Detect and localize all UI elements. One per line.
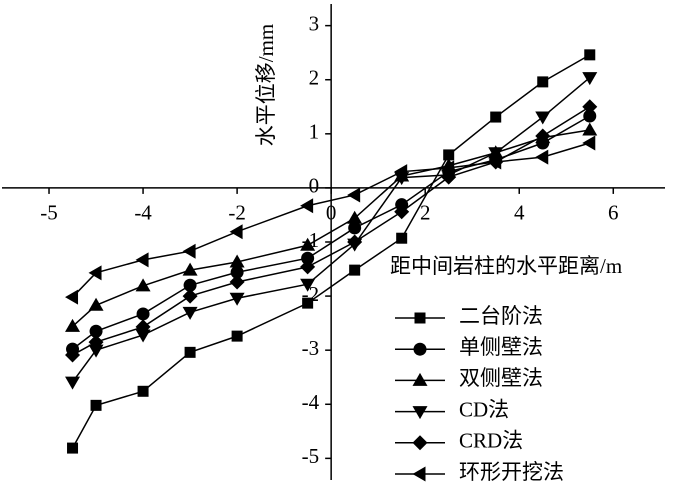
marker: [347, 187, 361, 203]
marker: [229, 292, 245, 306]
marker: [582, 72, 598, 86]
x-axis-title: 距中间岩柱的水平距离/m: [390, 254, 622, 278]
marker: [88, 334, 104, 350]
y-tick-label: -5: [302, 444, 320, 468]
marker: [583, 109, 597, 123]
marker: [300, 198, 314, 214]
marker: [302, 297, 314, 309]
marker: [135, 252, 149, 268]
marker: [65, 376, 81, 390]
marker: [537, 76, 549, 88]
marker: [584, 49, 596, 61]
marker: [443, 149, 455, 161]
marker: [347, 234, 363, 250]
marker: [135, 329, 151, 343]
marker: [535, 149, 549, 165]
marker: [136, 307, 150, 321]
marker: [347, 210, 363, 224]
marker: [135, 319, 151, 335]
marker: [490, 111, 502, 123]
y-tick-label: 1: [309, 120, 320, 144]
marker: [229, 224, 243, 240]
marker: [183, 278, 197, 292]
marker: [348, 221, 362, 235]
legend-label: 二台阶法: [459, 304, 543, 328]
marker: [230, 265, 244, 279]
marker: [182, 306, 198, 320]
marker: [582, 99, 598, 115]
y-tick-label: -4: [302, 390, 320, 414]
legend-marker: [412, 466, 426, 482]
marker: [88, 297, 104, 311]
series-line: [71, 142, 590, 298]
legend-label: 环形开挖法: [459, 460, 564, 484]
marker: [488, 147, 504, 161]
x-tick-label: 6: [608, 201, 619, 225]
marker: [65, 347, 81, 363]
marker: [300, 259, 316, 275]
marker: [229, 254, 245, 268]
marker: [349, 264, 361, 276]
x-tick-label: -5: [40, 201, 58, 225]
legend-marker: [414, 312, 426, 324]
marker: [488, 154, 502, 170]
marker: [135, 278, 151, 292]
marker: [182, 243, 196, 259]
marker: [301, 251, 315, 265]
marker: [396, 232, 408, 244]
marker: [182, 262, 198, 276]
marker: [137, 385, 149, 397]
y-tick-label: 2: [309, 66, 320, 90]
marker: [184, 346, 196, 358]
marker: [90, 399, 102, 411]
legend-label: 双侧壁法: [459, 366, 543, 390]
x-tick-label: -4: [134, 201, 152, 225]
marker: [300, 278, 316, 292]
series-line: [72, 129, 590, 327]
marker: [182, 288, 198, 304]
legend-marker: [413, 342, 427, 356]
marker: [394, 204, 410, 220]
legend-marker: [412, 406, 428, 420]
series-line: [72, 106, 591, 356]
x-tick-label: 0: [326, 201, 337, 225]
y-tick-label: -3: [302, 336, 320, 360]
marker: [229, 274, 245, 290]
marker: [535, 111, 551, 125]
y-tick-label: 0: [309, 174, 320, 198]
series-line: [71, 76, 591, 383]
marker: [88, 265, 102, 281]
x-tick-label: 2: [420, 201, 431, 225]
y-axis-title: 水平位移/mm: [254, 24, 278, 147]
marker: [65, 289, 79, 305]
marker: [65, 318, 81, 332]
marker: [231, 330, 243, 342]
x-tick-label: -2: [228, 201, 246, 225]
marker: [300, 237, 316, 251]
legend-marker: [412, 435, 428, 451]
legend-label: CD法: [459, 397, 509, 421]
marker: [535, 128, 551, 144]
marker: [394, 164, 408, 180]
series-line: [71, 54, 591, 449]
x-tick-label: 4: [514, 201, 525, 225]
y-tick-label: 3: [309, 11, 320, 35]
legend-label: 单侧壁法: [459, 335, 543, 359]
marker: [89, 324, 103, 338]
marker: [582, 135, 596, 151]
marker: [582, 122, 598, 136]
legend-label: CRD法: [459, 429, 523, 453]
marker: [67, 442, 79, 454]
legend-marker: [412, 372, 428, 386]
marker: [88, 344, 104, 358]
marker: [441, 160, 455, 176]
